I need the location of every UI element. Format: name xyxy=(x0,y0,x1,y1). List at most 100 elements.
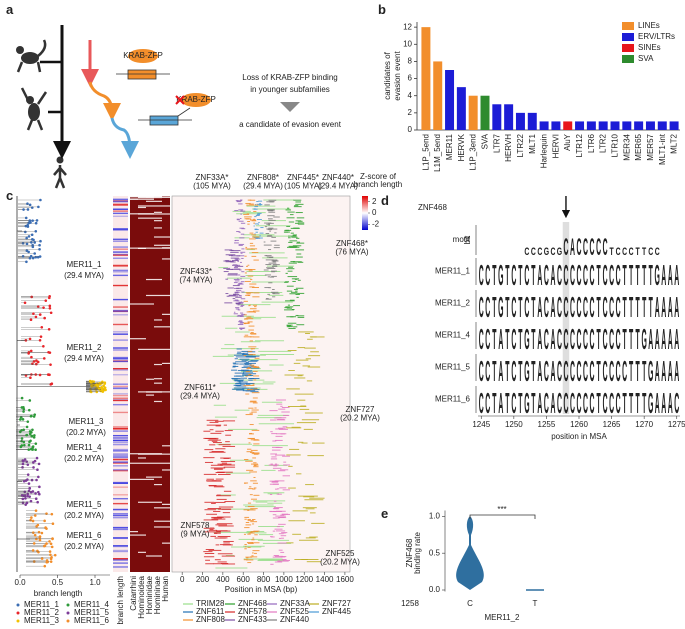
legend-label: SINEs xyxy=(638,43,661,52)
logo-letter: C xyxy=(583,233,588,260)
logo-letter: A xyxy=(661,388,666,420)
z-score-stripe xyxy=(113,513,128,515)
lineage-gap xyxy=(162,445,170,447)
tree-branch xyxy=(40,60,62,114)
legend-label: LINEs xyxy=(638,21,660,30)
z-score-stripe xyxy=(113,309,128,312)
tree-tip xyxy=(45,527,48,530)
x-tick-label: LTR10 xyxy=(611,133,620,157)
column-label: Hominidae xyxy=(145,575,154,614)
logo-letter: C xyxy=(557,388,562,420)
logo-letter: C xyxy=(583,260,588,292)
x-tick-label: MER57 xyxy=(646,133,655,160)
lineage-gap xyxy=(146,200,162,202)
subfamily-age: (20.2 MYA) xyxy=(64,511,104,520)
tree-tip xyxy=(27,235,31,238)
tree-tip xyxy=(27,489,31,493)
logo-letter: C xyxy=(557,260,562,292)
znf-annotation-age: (29.4 MYA) xyxy=(243,182,283,191)
column-label: Hominoidea xyxy=(137,575,146,618)
logo-letter: T xyxy=(609,245,613,257)
bar xyxy=(586,121,596,130)
z-score-stripe xyxy=(113,271,128,273)
z-score-stripe xyxy=(113,443,128,446)
znf-annotation-age: (29.4 MYA) xyxy=(318,182,358,191)
logo-letter: C xyxy=(603,233,608,260)
violin xyxy=(456,516,484,590)
logo-letter: C xyxy=(557,324,562,356)
legend-label: ZNF468 xyxy=(238,599,267,608)
logo-letter: A xyxy=(550,356,555,388)
x-tick-label: 200 xyxy=(196,575,210,584)
z-score-stripe xyxy=(113,470,128,472)
tree-tip xyxy=(28,399,32,402)
y-axis-label: candidates of xyxy=(383,51,392,99)
x-tick-label: LTR6 xyxy=(587,133,596,153)
tree-tip xyxy=(21,255,25,258)
x-tick-label: 1275 xyxy=(668,420,685,429)
logo-letter: T xyxy=(642,356,646,388)
tree-tip xyxy=(21,462,25,466)
logo-letter: C xyxy=(511,324,516,356)
tree-tip xyxy=(35,537,38,541)
legend-dot xyxy=(16,603,20,607)
z-score-stripe xyxy=(113,274,128,277)
subfamily-label: MER11_1 xyxy=(67,260,103,269)
logo-letter: C xyxy=(570,324,575,356)
logo-letter: T xyxy=(623,324,627,356)
tree-tip xyxy=(35,359,38,362)
lineage-gap xyxy=(130,303,154,305)
subfamily-label: MER11_2 xyxy=(67,343,103,352)
z-score-stripe xyxy=(113,208,128,210)
logo-letter: A xyxy=(550,324,555,356)
row-label: motif xyxy=(453,235,471,244)
lineage-gap xyxy=(130,462,170,464)
lineage-gap xyxy=(154,520,170,522)
y-tick-label: 1.0 xyxy=(429,511,441,520)
tree-tip xyxy=(34,221,38,225)
tree-tip xyxy=(28,256,32,260)
group-label: C xyxy=(467,599,473,608)
tree-tip xyxy=(40,557,44,560)
z-score-stripe xyxy=(113,453,128,455)
x-axis-label: branch length xyxy=(34,589,82,598)
lineage-gap xyxy=(138,551,146,553)
x-tick-label: 0.0 xyxy=(14,578,26,587)
lineage-gap xyxy=(154,507,170,509)
row-label: MER11_1 xyxy=(435,267,471,276)
tree-tip xyxy=(39,335,43,338)
logo-letter: T xyxy=(636,260,640,292)
x-tick-label: 1270 xyxy=(635,420,653,429)
tree-tip xyxy=(49,311,53,315)
logo-letter: T xyxy=(636,292,640,324)
legend-label: ZNF525 xyxy=(280,607,309,616)
logo-letter: C xyxy=(550,245,555,257)
lineage-gap xyxy=(154,236,170,238)
y-tick-label: 10 xyxy=(403,39,412,48)
logo-letter: T xyxy=(531,292,535,324)
lineage-gap xyxy=(146,378,154,380)
krab-zfp xyxy=(181,93,211,107)
logo-letter: T xyxy=(531,356,535,388)
logo-letter: T xyxy=(492,324,496,356)
znf-annotation: ZNF727 xyxy=(346,405,375,414)
tree-tip xyxy=(27,448,31,451)
logo-letter: C xyxy=(570,388,575,420)
tree-tip xyxy=(32,360,36,363)
tree-tip xyxy=(25,236,28,240)
tree-tip xyxy=(23,494,27,498)
logo-letter: A xyxy=(498,356,503,388)
logo-letter: C xyxy=(544,292,549,324)
x-tick-label: MER34 xyxy=(622,133,631,160)
logo-letter: T xyxy=(492,292,496,324)
y-tick-label: 0.0 xyxy=(429,585,441,594)
lineage-gap xyxy=(154,211,162,213)
tree-tip xyxy=(31,245,35,249)
lineage-gap xyxy=(138,217,162,219)
tree-tip xyxy=(28,203,32,207)
logo-letter: A xyxy=(674,292,679,324)
z-score-stripe xyxy=(113,248,128,250)
logo-letter: A xyxy=(550,260,555,292)
tree-tip xyxy=(32,312,35,315)
tree-tip xyxy=(27,408,31,412)
